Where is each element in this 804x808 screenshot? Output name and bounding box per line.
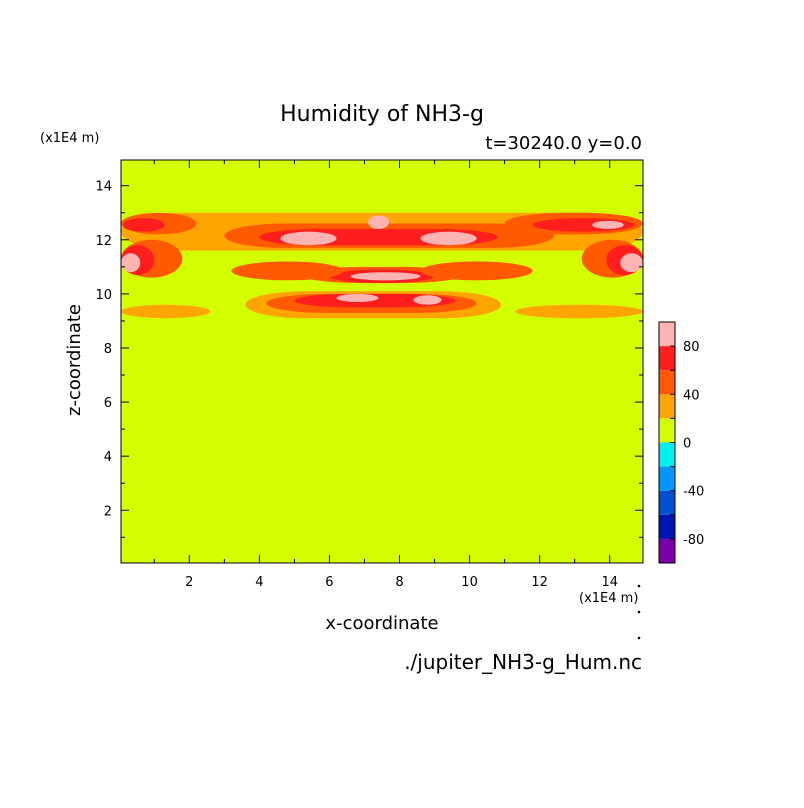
colorbar-segment <box>659 418 675 443</box>
colorbar-tick-label: 0 <box>683 437 691 452</box>
colorbar: 80 40 0 -40 -80 <box>658 321 704 564</box>
colorbar-segment <box>659 442 675 467</box>
colorbar-segment <box>659 466 675 491</box>
x-axis-label: x-coordinate <box>325 613 438 634</box>
contour-region <box>121 304 211 319</box>
colorbar-tick-label: 80 <box>683 340 700 355</box>
x-tick-label: 4 <box>255 575 263 590</box>
y-tick-label: 14 <box>95 180 112 195</box>
colorbar-segment <box>659 346 675 371</box>
x-unit-label: (x1E4 m) <box>579 591 638 606</box>
contour-region <box>280 231 337 246</box>
contour-region <box>367 215 390 229</box>
y-tick-label: 12 <box>95 234 112 249</box>
marker-dot <box>637 610 641 614</box>
contour-region <box>121 253 141 273</box>
marker-dot <box>637 636 641 640</box>
contour-region <box>336 293 379 302</box>
colorbar-tick-label: -40 <box>683 485 704 500</box>
axes: 2 4 6 8 10 12 14 2 4 6 8 10 12 14 <box>95 159 644 590</box>
contour-region <box>515 304 643 319</box>
contour-region <box>350 272 421 281</box>
colorbar-segment <box>659 322 675 347</box>
marker-dot <box>637 584 641 588</box>
x-tick-label: 12 <box>531 575 548 590</box>
y-axis-label: z-coordinate <box>64 304 85 416</box>
x-tick-label: 6 <box>325 575 333 590</box>
x-tick-label: 14 <box>601 575 618 590</box>
x-tick-label: 2 <box>185 575 193 590</box>
colorbar-tick-label: -80 <box>683 533 704 548</box>
y-tick-label: 8 <box>104 342 112 357</box>
contour-region <box>592 220 624 229</box>
contour-region <box>294 293 456 308</box>
chart-subtitle: t=30240.0 y=0.0 <box>485 133 642 154</box>
chart-title: Humidity of NH3-g <box>280 102 484 127</box>
contour-region <box>231 261 344 281</box>
x-tick-label: 8 <box>395 575 403 590</box>
colorbar-segment <box>659 490 675 515</box>
x-tick-label: 10 <box>461 575 478 590</box>
y-tick-label: 10 <box>95 288 112 303</box>
colorbar-tick-label: 40 <box>683 388 700 403</box>
contour-region <box>122 218 165 232</box>
y-tick-label: 2 <box>104 504 112 519</box>
y-tick-label: 6 <box>104 396 112 411</box>
y-unit-label: (x1E4 m) <box>40 131 99 146</box>
contour-region <box>620 253 643 273</box>
colorbar-segment <box>659 394 675 419</box>
colorbar-segment <box>659 370 675 395</box>
contour-region <box>413 295 442 305</box>
plot-area <box>121 160 643 563</box>
contour-region <box>420 261 533 281</box>
colorbar-segment <box>659 514 675 539</box>
colorbar-segment <box>659 538 675 563</box>
y-tick-label: 4 <box>104 450 112 465</box>
source-file-label: ./jupiter_NH3-g_Hum.nc <box>404 650 642 674</box>
contour-region <box>420 231 477 246</box>
plot-frame <box>120 159 644 564</box>
